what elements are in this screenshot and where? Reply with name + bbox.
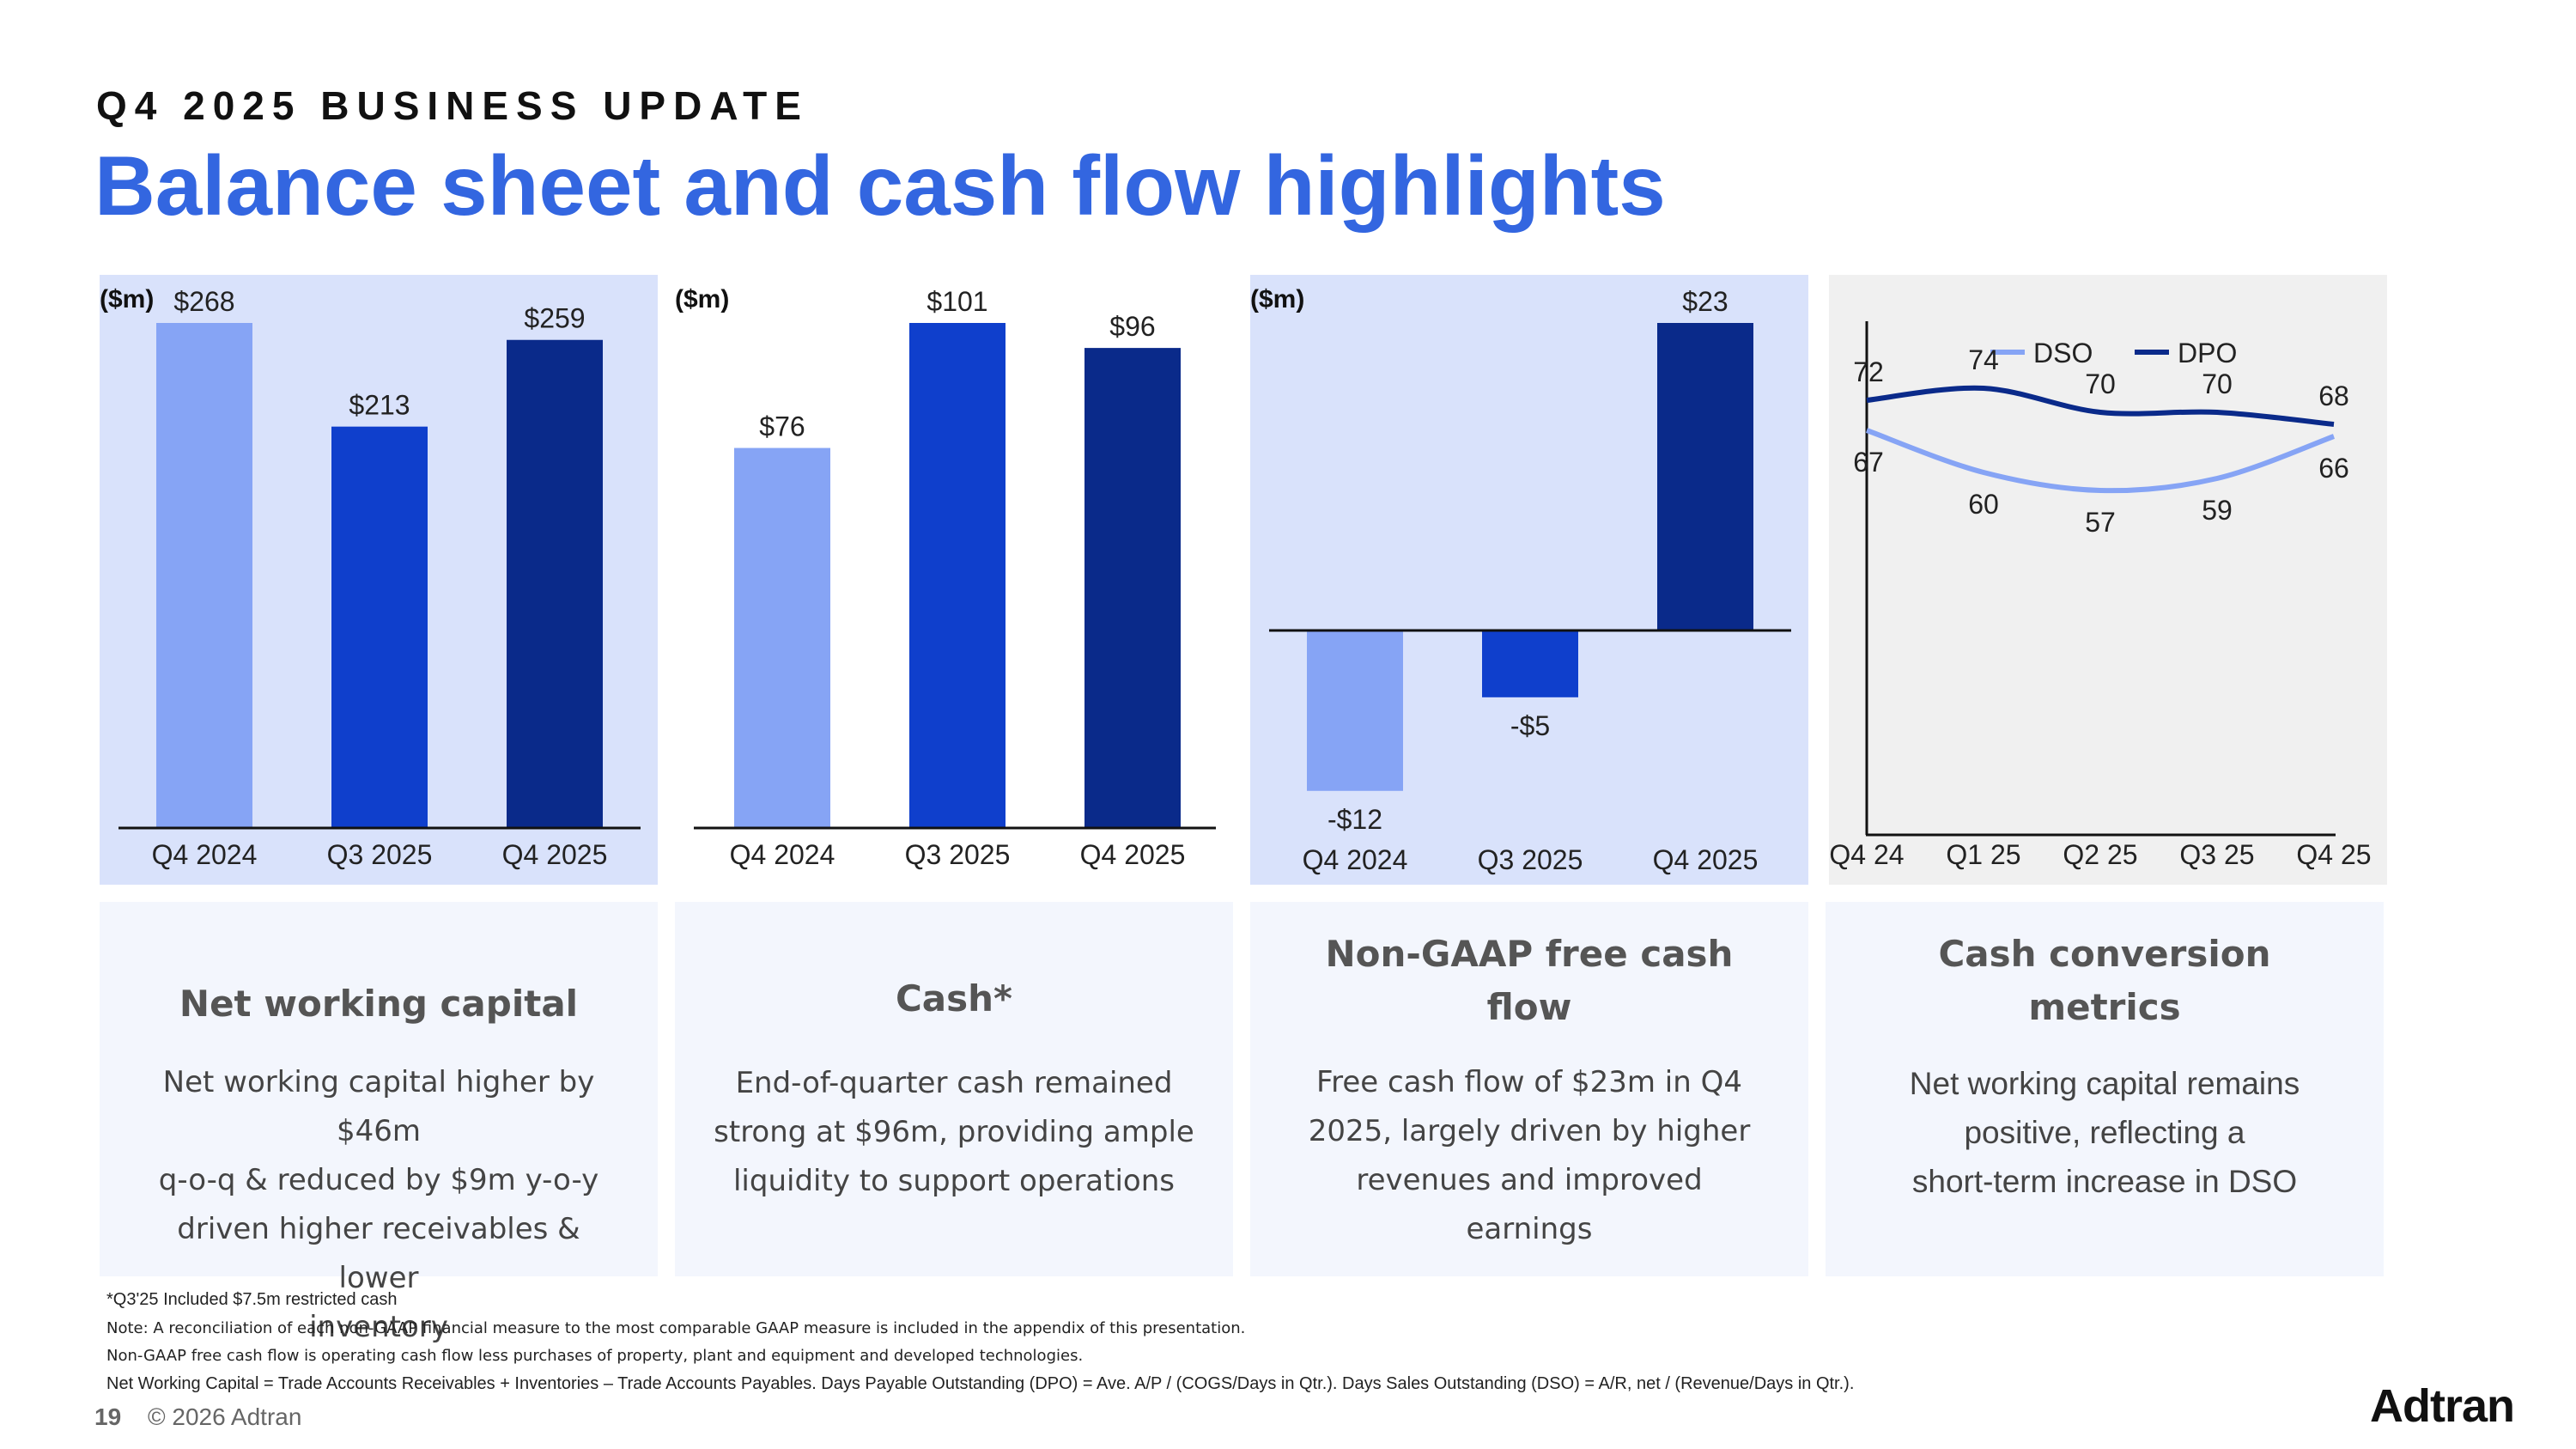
card-body-line: short-term increase in DSO: [1911, 1164, 2298, 1199]
series-line-dpo: [1866, 385, 2335, 427]
bar: [507, 339, 603, 828]
category-label: Q3 25: [2179, 839, 2254, 870]
data-label: $101: [927, 286, 987, 317]
page-title: Balance sheet and cash flow highlights: [94, 138, 1666, 233]
card-title: Cash conversion metrics: [1843, 928, 2366, 1034]
card-free-cash-flow: Non-GAAP free cash flow Free cash flow o…: [1250, 902, 1808, 1276]
card-body-line: liquidity to support operations: [732, 1164, 1175, 1198]
chart-cash: ($m) $76 Q4 2024 $101 Q3 2025 $96 Q4 2025: [675, 275, 1233, 885]
chart-svg-cash: ($m) $76 Q4 2024 $101 Q3 2025 $96 Q4 2025: [675, 275, 1233, 885]
footnote-reconciliation: Note: A reconciliation of each non-GAAP …: [106, 1319, 1246, 1337]
data-label: 68: [2318, 381, 2349, 411]
data-label: 66: [2318, 453, 2349, 484]
category-label: Q4 24: [1829, 839, 1904, 870]
data-label: $213: [349, 390, 410, 421]
unit-label: ($m): [1250, 285, 1304, 314]
data-label: $96: [1109, 311, 1155, 342]
chart-free-cash-flow: ($m) -$12 Q4 2024 -$5 Q3 2025 $23 Q4 2025: [1250, 275, 1808, 885]
chart-svg-fcf: ($m) -$12 Q4 2024 -$5 Q3 2025 $23 Q4 2025: [1250, 275, 1808, 885]
card-cash-conversion: Cash conversion metrics Net working capi…: [1826, 902, 2384, 1276]
data-label: -$12: [1327, 804, 1382, 835]
legend-label: DSO: [2033, 338, 2093, 368]
data-label: $259: [524, 303, 585, 334]
card-body-line: driven higher receivables & lower: [177, 1212, 580, 1295]
card-body-line: q-o-q & reduced by $9m y-o-y: [158, 1163, 599, 1197]
card-title-line: Cash conversion: [1938, 933, 2271, 975]
data-label: 57: [2085, 507, 2116, 538]
card-body-line: strong at $96m, providing ample: [714, 1115, 1194, 1149]
data-label: 67: [1853, 447, 1884, 478]
data-label: $268: [173, 286, 234, 317]
category-label: Q3 2025: [327, 839, 433, 870]
card-body-line: Free cash flow of $23m in Q4: [1316, 1065, 1742, 1099]
data-label: $76: [759, 411, 805, 442]
unit-label: ($m): [100, 285, 154, 314]
page-number: 19: [94, 1403, 122, 1430]
bar: [909, 323, 1005, 828]
card-body-line: Net working capital remains: [1909, 1066, 2300, 1101]
bar: [1307, 630, 1403, 791]
category-label: Q3 2025: [1478, 844, 1583, 875]
bar: [156, 323, 252, 828]
unit-label: ($m): [675, 285, 729, 314]
card-body-line: earnings: [1466, 1212, 1593, 1246]
category-label: Q3 2025: [905, 839, 1011, 870]
category-label: Q4 2024: [1303, 844, 1408, 875]
data-label: 70: [2085, 368, 2116, 399]
footnote-fcf-definition: Non-GAAP free cash flow is operating cas…: [106, 1347, 1084, 1365]
data-label: 60: [1968, 489, 1999, 520]
bar: [734, 447, 830, 828]
card-body-line: Net working capital higher by $46m: [162, 1065, 595, 1148]
card-title: Net working capital: [179, 983, 579, 1025]
card-cash: Cash* End-of-quarter cash remained stron…: [675, 902, 1233, 1276]
data-label: $23: [1682, 286, 1728, 317]
card-body: Net working capital remains positive, re…: [1860, 1059, 2349, 1206]
chart-background: [1829, 275, 2387, 885]
adtran-logo: Adtran: [2370, 1380, 2515, 1432]
section-kicker: Q4 2025 BUSINESS UPDATE: [96, 83, 809, 128]
card-title-line: flow: [1486, 986, 1572, 1028]
category-label: Q1 25: [1946, 839, 2020, 870]
card-title: Cash*: [895, 977, 1013, 1020]
card-body-line: End-of-quarter cash remained: [735, 1066, 1173, 1100]
category-label: Q4 2024: [730, 839, 835, 870]
card-title-line: Non-GAAP free cash: [1325, 933, 1734, 975]
category-label: Q4 2025: [1653, 844, 1759, 875]
card-net-working-capital: Net working capital Net working capital …: [100, 902, 658, 1344]
bar: [331, 426, 428, 828]
data-label: 59: [2202, 495, 2233, 526]
chart-svg-ccm: DSO DPO 67 60 57 59 66 72 74 70 70 68 Q4 24 Q1 25 Q2 2…: [1829, 275, 2387, 885]
footnote-definitions: Net Working Capital = Trade Accounts Rec…: [106, 1374, 1855, 1393]
chart-net-working-capital: ($m) $268 Q4 2024 $213 Q3 2025 $259 Q4 2025: [100, 275, 658, 885]
copyright: © 2026 Adtran: [148, 1403, 302, 1430]
data-label: 72: [1853, 356, 1884, 387]
bar: [1657, 323, 1753, 630]
category-label: Q4 2025: [1080, 839, 1186, 870]
series-line-dso: [1865, 428, 2336, 494]
legend-label: DPO: [2178, 338, 2237, 368]
card-body-line: positive, reflecting a: [1964, 1115, 2245, 1150]
category-label: Q4 2025: [502, 839, 608, 870]
card-body: Free cash flow of $23m in Q4 2025, large…: [1285, 1058, 1774, 1254]
chart-cash-conversion: DSO DPO 67 60 57 59 66 72 74 70 70 68 Q4 24 Q1 25 Q2 2…: [1829, 275, 2387, 885]
category-label: Q4 25: [2296, 839, 2371, 870]
card-title: Non-GAAP free cash flow: [1267, 928, 1791, 1034]
card-body-line: inventory: [309, 1310, 448, 1344]
category-label: Q4 2024: [152, 839, 258, 870]
category-label: Q2 25: [2063, 839, 2137, 870]
chart-svg-nwc: ($m) $268 Q4 2024 $213 Q3 2025 $259 Q4 2025: [100, 275, 658, 885]
card-title-line: metrics: [2028, 986, 2181, 1028]
bar: [1482, 630, 1578, 697]
bar: [1084, 348, 1181, 829]
card-body: Net working capital higher by $46m q-o-q…: [134, 1058, 623, 1352]
data-label: -$5: [1510, 710, 1550, 741]
card-body-line: revenues and improved: [1356, 1163, 1703, 1197]
card-body-line: 2025, largely driven by higher: [1308, 1114, 1751, 1148]
card-body: End-of-quarter cash remained strong at $…: [709, 1059, 1199, 1206]
data-label: 70: [2202, 368, 2233, 399]
footnote-restricted-cash: *Q3'25 Included $7.5m restricted cash: [106, 1290, 398, 1309]
data-label: 74: [1968, 344, 1999, 375]
